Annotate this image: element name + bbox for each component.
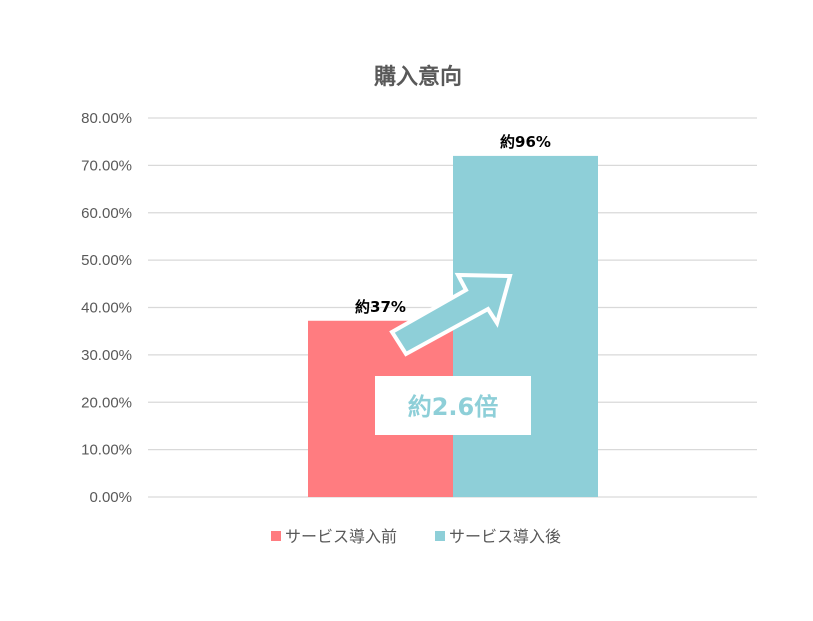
y-tick-label: 70.00% <box>81 157 132 174</box>
y-tick-label: 40.00% <box>81 300 132 317</box>
data-label: 約96% <box>500 133 551 151</box>
y-tick-label: 50.00% <box>81 252 132 269</box>
data-labels: 約37% 約96% <box>355 133 551 316</box>
y-axis-ticks: 0.00% 10.00% 20.00% 30.00% 40.00% 50.00% 60.00… <box>81 110 132 506</box>
y-tick-label: 30.00% <box>81 347 132 364</box>
bars <box>308 155 598 497</box>
y-tick-label: 60.00% <box>81 205 132 222</box>
y-tick-label: 20.00% <box>81 394 132 411</box>
legend-swatch <box>271 531 281 541</box>
chart-title: 購入意向 <box>374 64 462 90</box>
data-label: 約37% <box>355 298 406 316</box>
growth-arrow <box>389 272 513 357</box>
bar-after <box>453 155 598 497</box>
ratio-callout-text: 約2.6倍 <box>408 393 499 421</box>
legend-swatch <box>435 531 445 541</box>
legend-label: サービス導入後 <box>449 527 561 546</box>
legend-label: サービス導入前 <box>285 527 397 546</box>
legend: サービス導入前 サービス導入後 <box>271 527 561 546</box>
y-tick-label: 0.00% <box>89 489 132 506</box>
y-tick-label: 10.00% <box>81 442 132 459</box>
ratio-callout-box <box>375 376 531 435</box>
y-tick-label: 80.00% <box>81 110 132 127</box>
